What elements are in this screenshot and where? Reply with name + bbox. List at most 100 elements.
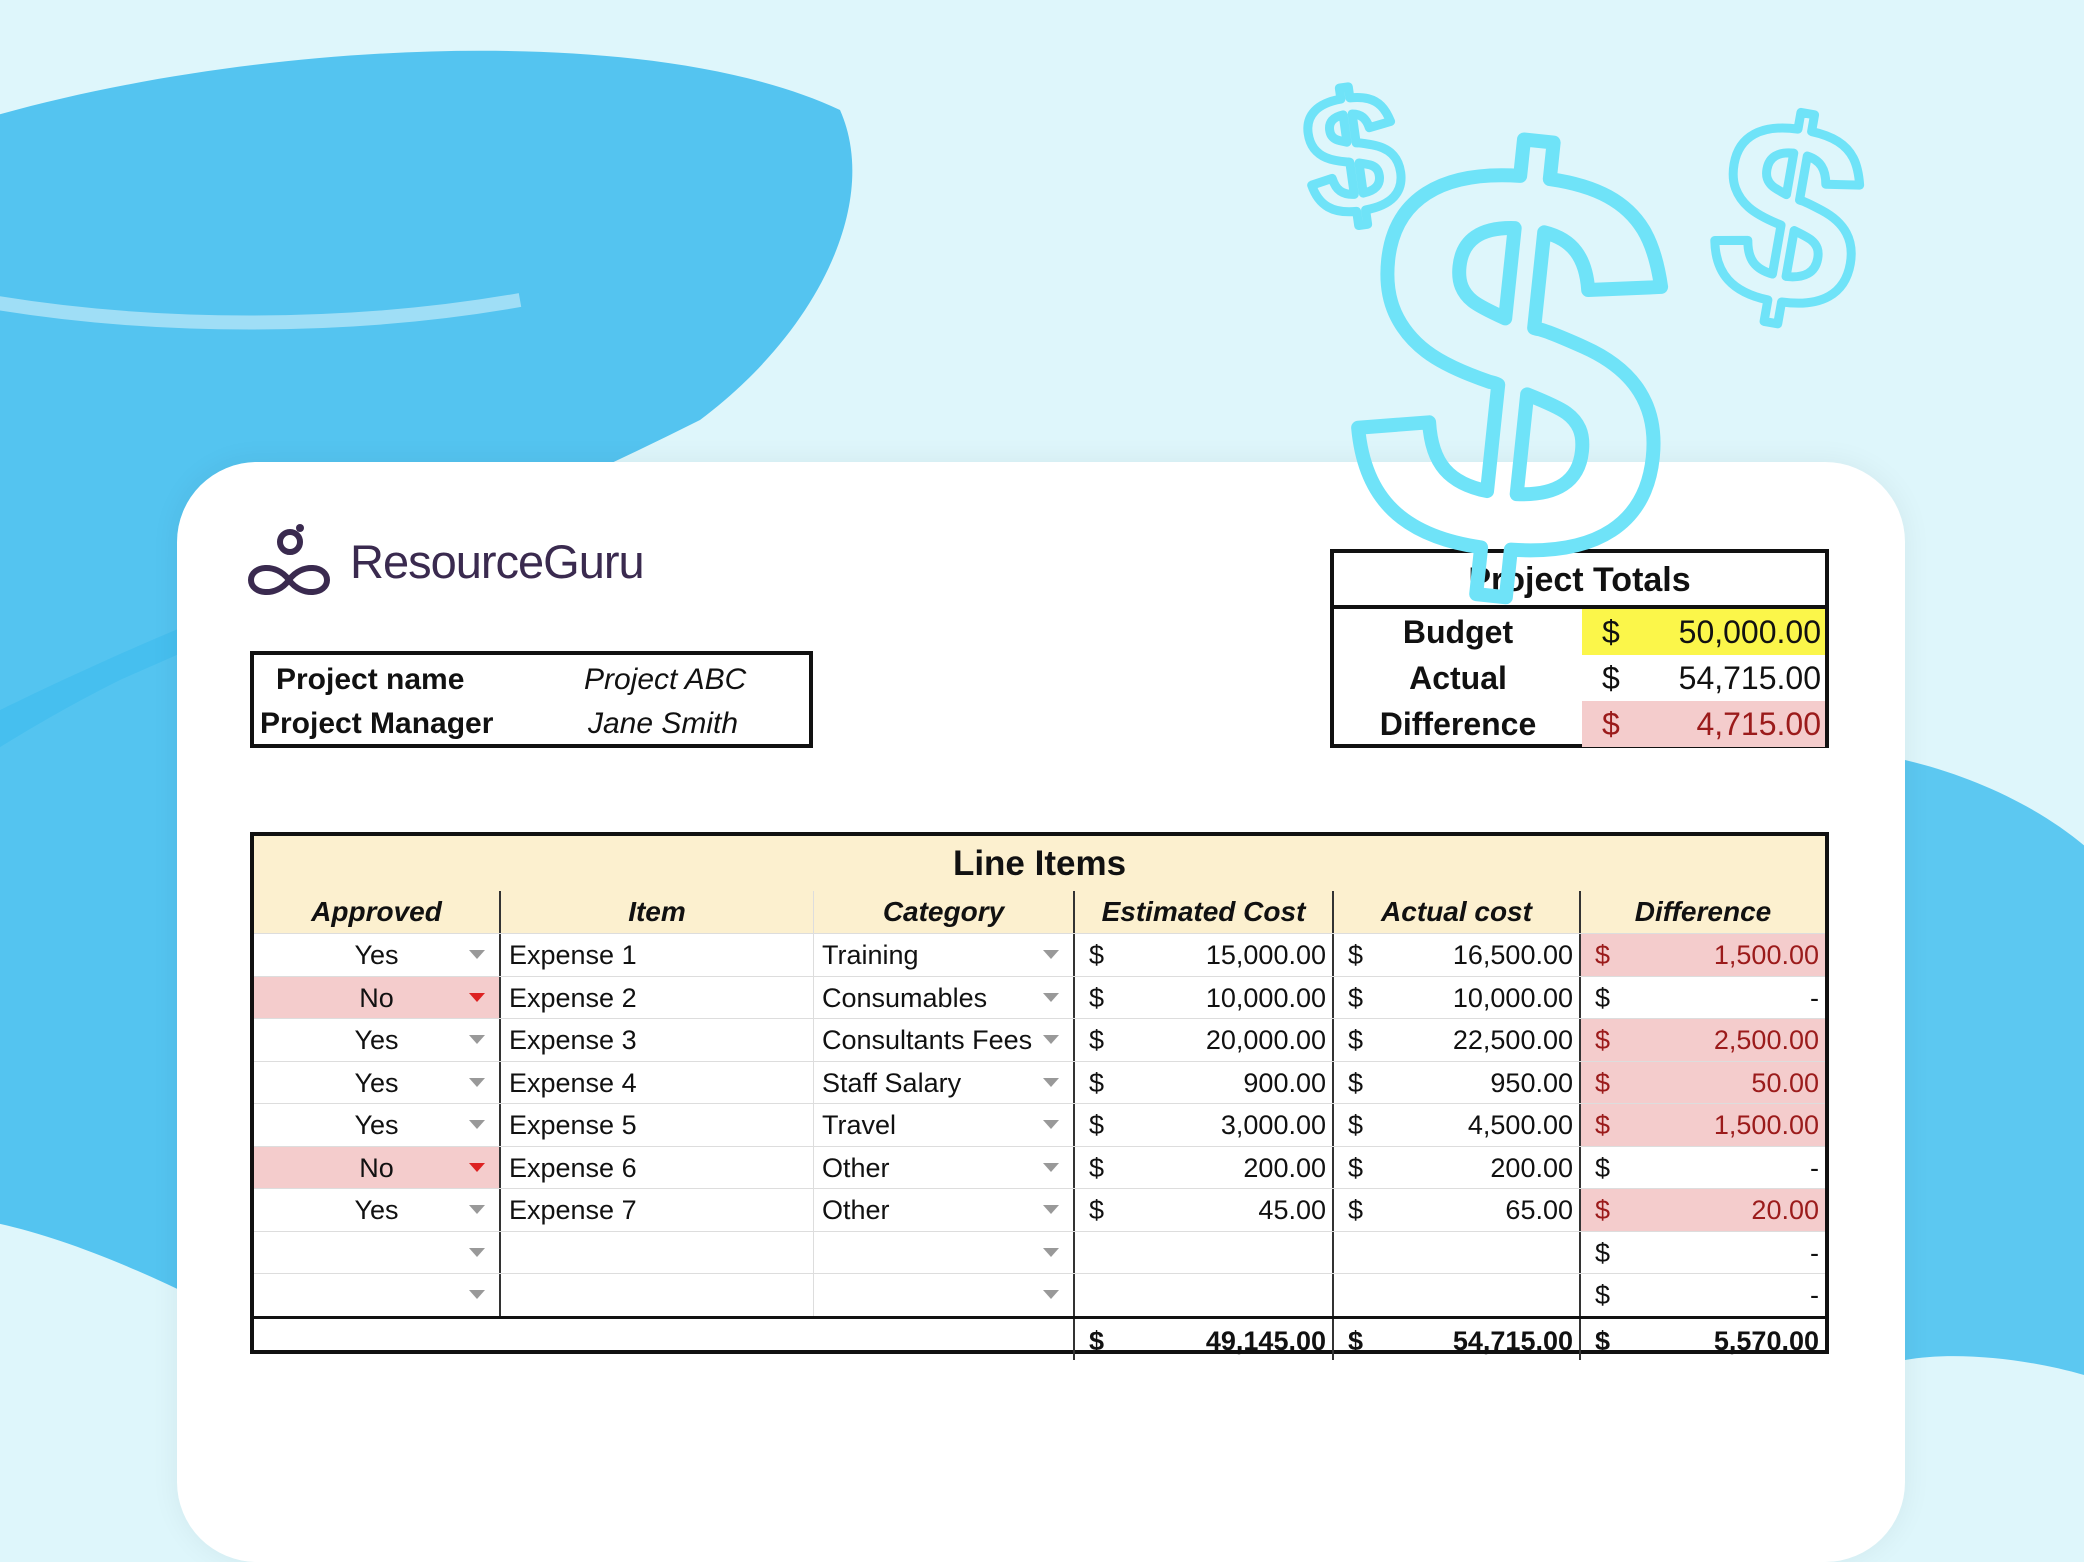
category-dropdown[interactable]: Other	[814, 1189, 1075, 1231]
estimated-cost-cell[interactable]: $900.00	[1075, 1061, 1334, 1103]
project-manager-value[interactable]: Jane Smith	[588, 707, 739, 740]
currency-symbol: $	[1348, 1067, 1364, 1098]
actual-cost-cell[interactable]: $200.00	[1334, 1146, 1581, 1188]
estimated-cost-cell[interactable]: $10,000.00	[1075, 976, 1334, 1018]
actual-cost-cell[interactable]	[1334, 1231, 1581, 1273]
actual-label: Actual	[1409, 660, 1507, 696]
infinity-logo-icon	[247, 524, 331, 595]
item-cell[interactable]: Expense 7	[501, 1189, 814, 1231]
category-dropdown[interactable]	[814, 1274, 1075, 1316]
difference-cell[interactable]: $20.00	[1581, 1189, 1825, 1231]
dropdown-arrow-icon[interactable]	[469, 1162, 485, 1172]
approved-dropdown[interactable]: No	[254, 976, 501, 1018]
difference-cell[interactable]: $50.00	[1581, 1061, 1825, 1103]
currency-symbol: $	[1595, 1195, 1611, 1225]
difference-cell[interactable]: $ -	[1581, 977, 1825, 1019]
currency-symbol: $	[1089, 1152, 1105, 1183]
actual-cost-cell[interactable]: $950.00	[1334, 1061, 1581, 1103]
dropdown-arrow-icon[interactable]	[1043, 1247, 1059, 1257]
item-cell[interactable]: Expense 4	[501, 1061, 814, 1103]
difference-cell[interactable]: $ -	[1581, 1232, 1825, 1274]
dropdown-arrow-icon[interactable]	[1043, 1162, 1059, 1172]
approved-dropdown[interactable]: Yes	[254, 1061, 501, 1103]
dropdown-arrow-icon[interactable]	[1043, 950, 1059, 959]
currency-symbol: $	[1089, 940, 1105, 970]
item-cell[interactable]	[501, 1231, 814, 1273]
column-header-approved: Approved	[254, 891, 501, 933]
dropdown-arrow-icon[interactable]	[469, 1247, 485, 1257]
item-cell[interactable]: Expense 2	[501, 976, 814, 1018]
dropdown-arrow-icon[interactable]	[1043, 1290, 1059, 1299]
estimated-cost-cell-amount: 900.00	[1243, 1067, 1326, 1098]
estimated-cost-cell[interactable]: $20,000.00	[1075, 1019, 1334, 1061]
table-row: Yes Expense 5 Travel $3,000.00 $4,500.00 $1,5…	[254, 1103, 1825, 1146]
dropdown-arrow-icon[interactable]	[469, 1290, 485, 1299]
item-cell[interactable]: Expense 6	[501, 1146, 814, 1188]
estimated-cost-cell[interactable]: $15,000.00	[1075, 934, 1334, 976]
total-actual-amount: 54,715.00	[1452, 1325, 1573, 1356]
dropdown-arrow-icon[interactable]	[1043, 1035, 1059, 1044]
estimated-cost-cell[interactable]	[1075, 1274, 1334, 1316]
actual-cost-cell[interactable]: $65.00	[1334, 1189, 1581, 1231]
approved-dropdown[interactable]: Yes	[254, 1019, 501, 1061]
actual-cost-cell[interactable]: $4,500.00	[1334, 1104, 1581, 1146]
difference-cell[interactable]: $1,500.00	[1581, 1104, 1825, 1146]
actual-amount: 54,715.00	[1678, 660, 1821, 696]
difference-cell-amount: -	[1810, 1152, 1819, 1183]
category-dropdown[interactable]: Consultants Fees	[814, 1019, 1075, 1061]
dropdown-arrow-icon[interactable]	[1043, 1120, 1059, 1129]
resourceguru-logo: ResourceGuru	[246, 522, 645, 600]
actual-cost-cell[interactable]: $16,500.00	[1334, 934, 1581, 976]
item-cell[interactable]: Expense 5	[501, 1104, 814, 1146]
dropdown-arrow-icon[interactable]	[469, 950, 485, 959]
currency-symbol: $	[1089, 982, 1105, 1013]
approved-dropdown[interactable]: Yes	[254, 934, 501, 976]
approved-dropdown[interactable]: Yes	[254, 1189, 501, 1231]
difference-value[interactable]: $4,715.00	[1582, 701, 1825, 747]
actual-cost-cell[interactable]: $22,500.00	[1334, 1019, 1581, 1061]
table-row: Yes Expense 7 Other $45.00 $65.00 $20.00	[254, 1188, 1825, 1231]
difference-cell[interactable]: $2,500.00	[1581, 1019, 1825, 1061]
dropdown-arrow-icon[interactable]	[1043, 992, 1059, 1002]
estimated-cost-cell[interactable]: $200.00	[1075, 1146, 1334, 1188]
difference-cell[interactable]: $ -	[1581, 1274, 1825, 1316]
dropdown-arrow-icon[interactable]	[469, 1077, 485, 1087]
difference-cell[interactable]: $ -	[1581, 1147, 1825, 1189]
total-difference-amount: 5,570.00	[1713, 1325, 1819, 1356]
actual-cost-cell[interactable]	[1334, 1274, 1581, 1316]
category-value: Consumables	[822, 982, 988, 1013]
category-dropdown[interactable]: Consumables	[814, 976, 1075, 1018]
total-estimated-amount: 49,145.00	[1205, 1325, 1326, 1356]
dropdown-arrow-icon[interactable]	[1043, 1205, 1059, 1214]
approved-dropdown[interactable]: No	[254, 1146, 501, 1188]
dropdown-arrow-icon[interactable]	[1043, 1077, 1059, 1087]
item-cell[interactable]: Expense 1	[501, 934, 814, 976]
estimated-cost-cell[interactable]: $45.00	[1075, 1189, 1334, 1231]
category-dropdown[interactable]: Training	[814, 934, 1075, 976]
actual-value[interactable]: $54,715.00	[1582, 655, 1825, 701]
estimated-cost-cell[interactable]	[1075, 1231, 1334, 1273]
estimated-cost-cell-amount: 20,000.00	[1205, 1025, 1326, 1055]
category-dropdown[interactable]	[814, 1231, 1075, 1273]
budget-value[interactable]: $50,000.00	[1582, 609, 1825, 655]
item-cell[interactable]: Expense 3	[501, 1019, 814, 1061]
difference-amount: 4,715.00	[1696, 706, 1821, 742]
dropdown-arrow-icon[interactable]	[469, 1205, 485, 1214]
dropdown-arrow-icon[interactable]	[469, 1035, 485, 1044]
column-header-estimated-cost: Estimated Cost	[1075, 891, 1334, 933]
item-cell[interactable]	[501, 1274, 814, 1316]
estimated-cost-cell[interactable]: $3,000.00	[1075, 1104, 1334, 1146]
project-name-value[interactable]: Project ABC	[584, 663, 747, 696]
dropdown-arrow-icon[interactable]	[469, 1120, 485, 1129]
approved-dropdown[interactable]: Yes	[254, 1104, 501, 1146]
difference-cell-amount: -	[1810, 1280, 1819, 1310]
difference-cell-amount: -	[1810, 1237, 1819, 1268]
approved-dropdown[interactable]	[254, 1231, 501, 1273]
actual-cost-cell[interactable]: $10,000.00	[1334, 976, 1581, 1018]
dropdown-arrow-icon[interactable]	[469, 992, 485, 1002]
category-dropdown[interactable]: Staff Salary	[814, 1061, 1075, 1103]
approved-dropdown[interactable]	[254, 1274, 501, 1316]
category-dropdown[interactable]: Travel	[814, 1104, 1075, 1146]
difference-cell[interactable]: $1,500.00	[1581, 934, 1825, 976]
category-dropdown[interactable]: Other	[814, 1146, 1075, 1188]
